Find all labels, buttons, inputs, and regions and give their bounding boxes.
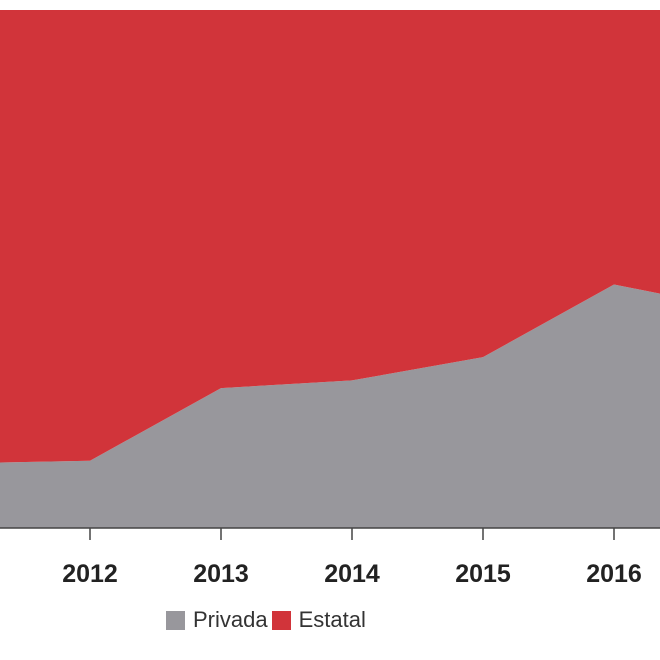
legend-swatch-estatal: [271, 610, 291, 630]
plot-area: [0, 10, 660, 528]
x-tick-label-2016: 2016: [586, 560, 642, 588]
x-axis-ticks: 2012 2013 2014 2015 2016: [62, 528, 642, 588]
legend-item-privada: Privada: [166, 607, 268, 633]
legend: Privada Estatal: [166, 607, 370, 633]
legend-label-estatal: Estatal: [298, 607, 366, 632]
legend-label-privada: Privada: [193, 607, 268, 632]
legend-item-estatal: Estatal: [271, 607, 366, 633]
area-series-privada: [0, 284, 660, 528]
x-tick-label-2014: 2014: [324, 560, 380, 588]
x-tick-label-2012: 2012: [62, 560, 118, 588]
x-tick-label-2013: 2013: [193, 560, 249, 588]
x-tick-label-2015: 2015: [455, 560, 511, 588]
legend-swatch-privada: [166, 610, 185, 630]
area-series-estatal: [0, 10, 660, 463]
